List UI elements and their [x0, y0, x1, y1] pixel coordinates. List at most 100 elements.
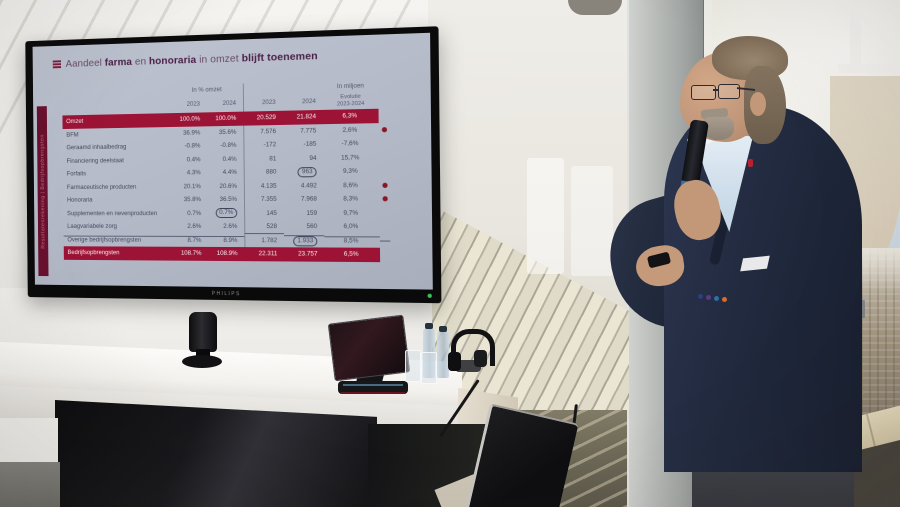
cell-abs_2024: 7.968 [284, 196, 324, 203]
cell-label: Overige bedrijfsopbrengsten [64, 236, 173, 244]
cell-abs_2023: 81 [244, 152, 284, 166]
cell-abs_2023: 145 [244, 206, 284, 220]
cell-abs_2023: -172 [243, 138, 283, 152]
slide-section-bar: Resultatenrekening | Bedrijfsopbrengsten [37, 106, 49, 276]
group-header-mln: In miljoen [323, 82, 378, 91]
cell-abs_2024: 560 [284, 223, 324, 230]
cell-pct_2024: 0.4% [207, 156, 243, 163]
group-header-pct: In % omzet [171, 86, 243, 95]
conference-camera [189, 312, 217, 352]
cell-abs_2023: 20.529 [243, 111, 283, 125]
slide-title-text: Aandeel farma en honoraria in omzet blij… [66, 50, 318, 70]
title-segment: blijft toenemen [239, 50, 318, 65]
cell-evolution: 9,3% [324, 168, 380, 176]
group-divider [243, 81, 323, 94]
tv-power-led [428, 294, 432, 298]
window-frame-horizontal [838, 64, 900, 73]
cell-pct_2024: 0.7% [208, 208, 244, 218]
cell-pct_2023: -0.8% [172, 143, 208, 150]
cell-evolution: 6,0% [324, 223, 380, 230]
cell-pct_2024: 20.6% [208, 183, 244, 190]
cell-evolution: 8,3% [324, 195, 380, 202]
cell-pct_2024: 36.5% [208, 196, 244, 203]
title-segment: in omzet [196, 53, 239, 66]
presenter-ear [750, 92, 766, 116]
television: Aandeel farma en honoraria in omzet blij… [25, 26, 441, 303]
floor [0, 462, 60, 507]
cell-pct_2023: 0.7% [172, 210, 208, 217]
col-header-abs-2024: 2024 [283, 98, 323, 106]
cell-label: Supplementen en nevenproducten [63, 210, 172, 217]
cell-label: Bedrijfsopbrengsten [64, 246, 173, 260]
red-dot-marker [382, 183, 387, 188]
drinking-glass [421, 352, 437, 384]
cell-label: Omzet [62, 113, 171, 128]
tablet-base-accent [341, 392, 405, 394]
cell-pct_2024: -0.8% [207, 142, 243, 150]
spacer [62, 91, 171, 94]
cell-pct_2024: 108.9% [208, 247, 244, 261]
cell-abs_2024: 1.933 [284, 235, 324, 246]
title-segment: farma [102, 56, 132, 69]
menu-bars-icon [53, 60, 61, 69]
col-header-pct-2023: 2023 [171, 100, 207, 108]
cell-pct_2024: 2.6% [208, 223, 244, 230]
spacer [62, 105, 171, 107]
cell-marker [379, 196, 389, 201]
title-segment: Aandeel [66, 57, 102, 70]
cell-label: Laagvariabele zorg [64, 223, 173, 230]
cell-pct_2023: 36.9% [171, 129, 207, 137]
cell-label: Honoraria [63, 197, 172, 204]
cell-abs_2024: 94 [283, 154, 323, 162]
window-reflection [571, 166, 613, 276]
table-row: Supplementen en nevenproducten 0.7% 0.7% 14… [63, 206, 390, 220]
headphone-earcup [474, 350, 487, 367]
cell-pct_2023: 108.7% [173, 247, 209, 261]
cell-abs_2023: 4.135 [244, 179, 284, 193]
title-segment: honoraria [146, 54, 196, 67]
pendant-lamp-silhouette [568, 0, 622, 15]
evolution-line2: 2023-2024 [323, 100, 378, 108]
cell-abs_2024: 159 [284, 210, 324, 217]
cell-evolution: 6,3% [323, 109, 379, 124]
cell-marker [380, 248, 391, 262]
tablet-glow [343, 384, 403, 386]
lapel-pin [748, 159, 753, 167]
cell-pct_2023: 0.4% [172, 156, 208, 163]
badge-dot [714, 296, 719, 301]
cell-abs_2023: 528 [244, 220, 284, 234]
cell-label: Geraamd inhaalbedrag [63, 143, 172, 151]
drinking-glass [405, 350, 421, 382]
cell-label: Forfaits [63, 170, 172, 178]
cell-pct_2024: 100.0% [207, 112, 243, 126]
cell-abs_2024: -185 [283, 141, 323, 149]
cell-pct_2023: 8.7% [172, 236, 208, 244]
tv-brand-logo: PHILIPS [212, 291, 241, 297]
circled-value: 0.7% [215, 208, 237, 218]
window-reflection [527, 158, 564, 274]
bottle-cap [439, 326, 447, 332]
badge-dot [706, 295, 711, 300]
slide-table-rows: Omzet 100.0% 100.0% 20.529 21.824 6,3% BFM 36.9… [62, 109, 390, 262]
red-dot-marker [382, 127, 387, 132]
table-row: Laagvariabele zorg 2.6% 2.6% 528 560 6,0% [63, 220, 390, 234]
cell-marker [379, 127, 389, 132]
cell-abs_2024: 7.775 [283, 127, 323, 135]
cell-pct_2023: 4.3% [172, 169, 208, 176]
presentation-slide: Aandeel farma en honoraria in omzet blij… [33, 33, 433, 290]
eyeglass-bridge [713, 89, 719, 91]
cell-pct_2023: 100.0% [171, 112, 207, 126]
cell-abs_2024: 23.757 [284, 247, 324, 261]
cell-abs_2024: 963 [283, 167, 323, 177]
cell-abs_2024: 4.492 [284, 182, 324, 189]
cell-pct_2024: 35.6% [207, 128, 243, 136]
circled-value: 1.933 [293, 236, 317, 246]
cell-evolution: 2,6% [323, 126, 378, 134]
window-frame-vertical [850, 0, 861, 72]
cell-label: BFM [63, 130, 172, 139]
badge-dot [698, 294, 703, 299]
badge-dot [722, 297, 727, 302]
cell-pct_2023: 35.8% [172, 196, 208, 203]
cell-abs_2023: 22.311 [244, 247, 284, 261]
cell-evolution: 8,5% [324, 237, 380, 245]
